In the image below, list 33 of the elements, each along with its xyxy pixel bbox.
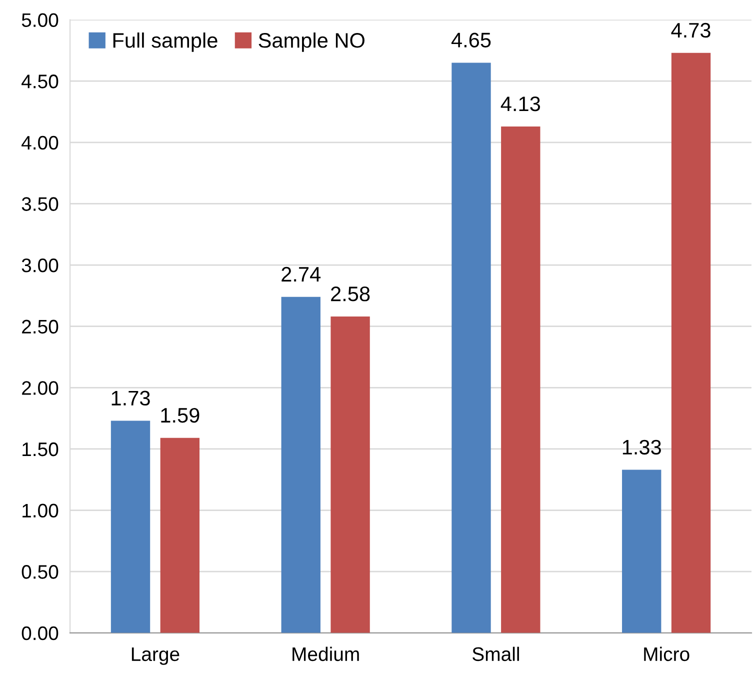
y-tick-label: 3.50 xyxy=(22,197,58,211)
bar xyxy=(452,62,491,633)
x-tick-label: Micro xyxy=(644,646,690,662)
data-label: 4.65 xyxy=(451,32,491,48)
bar xyxy=(160,438,200,633)
y-tick-label: 3.00 xyxy=(22,258,58,272)
y-tick-label: 4.00 xyxy=(22,136,58,150)
bar xyxy=(501,126,540,633)
data-label: 1.73 xyxy=(112,390,150,406)
data-label: 1.33 xyxy=(622,440,661,455)
y-tick-label: 2.00 xyxy=(22,381,58,395)
bar xyxy=(671,52,711,633)
data-label: 2.74 xyxy=(282,266,321,282)
data-label: 2.58 xyxy=(331,286,370,302)
y-tick-label: 1.50 xyxy=(22,442,58,456)
data-label: 4.73 xyxy=(671,22,710,38)
bar xyxy=(622,470,662,633)
data-label: 1.59 xyxy=(161,408,200,423)
bar xyxy=(330,316,370,633)
legend-label: Full sample xyxy=(113,32,218,52)
y-tick-label: 0.50 xyxy=(22,565,58,579)
x-tick-label: Medium xyxy=(292,646,359,662)
y-tick-label: 2.50 xyxy=(22,320,58,334)
data-label: 4.13 xyxy=(500,96,540,112)
x-tick-label: Small xyxy=(472,646,519,662)
x-tick-label: Large xyxy=(132,648,180,665)
legend-label: Sample NO xyxy=(258,32,364,52)
y-tick-label: 4.50 xyxy=(22,74,58,88)
y-tick-label: 1.00 xyxy=(22,504,58,518)
y-tick-label: 0.00 xyxy=(22,626,58,640)
bar xyxy=(110,420,150,633)
y-tick-label: 5.00 xyxy=(22,13,58,28)
bar xyxy=(281,296,320,633)
